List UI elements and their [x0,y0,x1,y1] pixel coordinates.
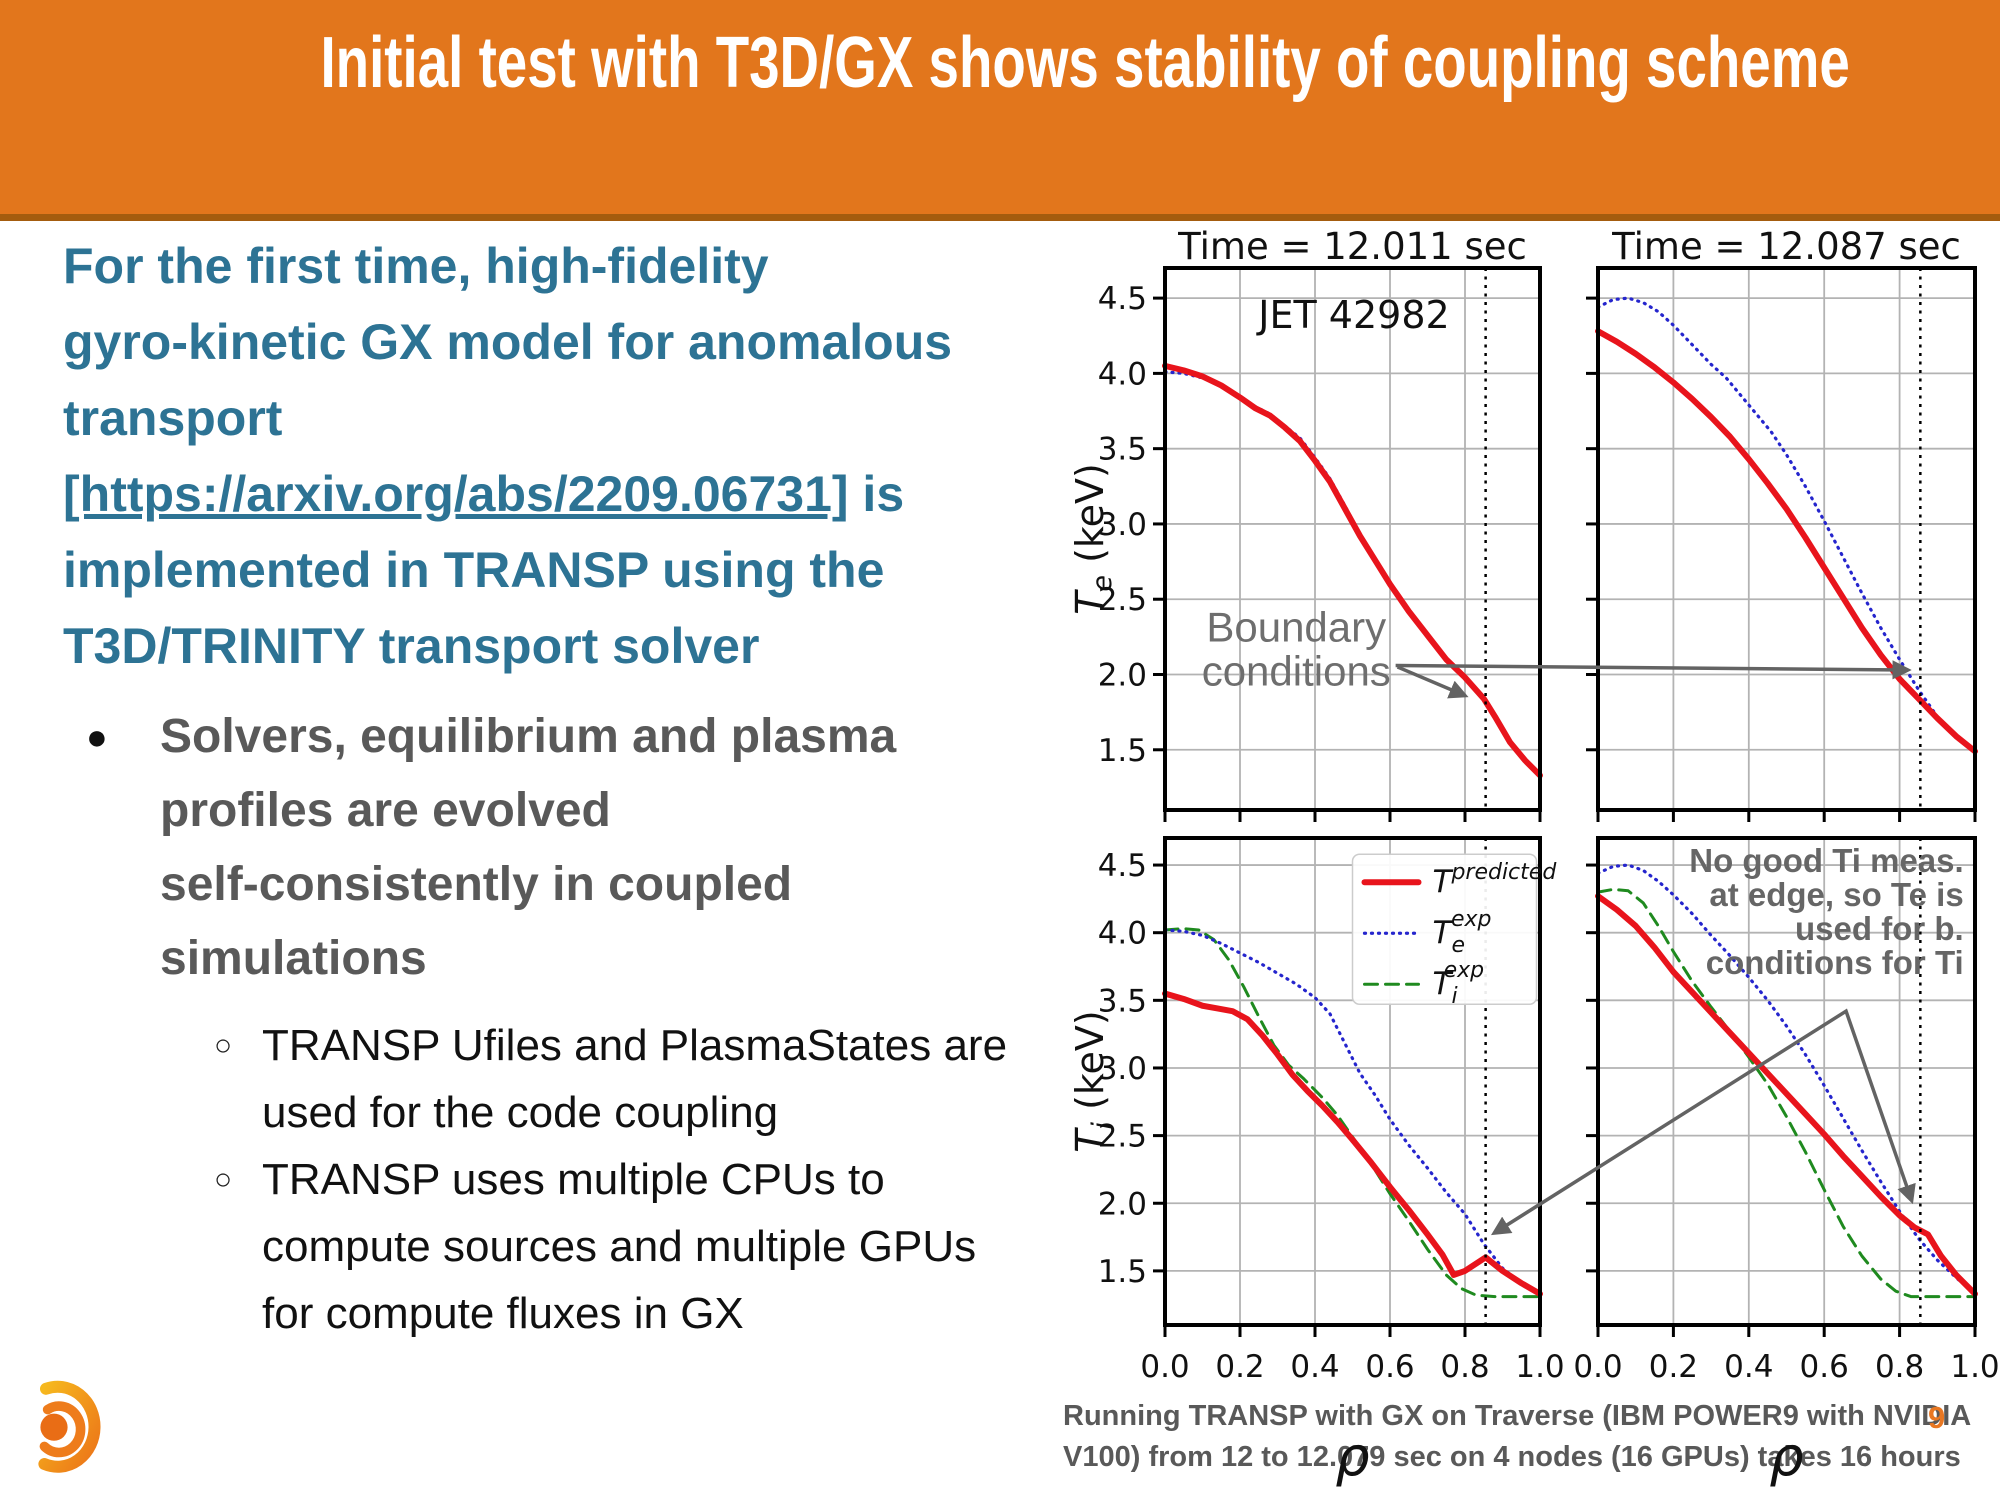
svg-text:0.6: 0.6 [1800,1349,1849,1385]
footer-line: Running TRANSP with GX on Traverse (IBM … [1063,1400,1972,1432]
plot-1: Time = 12.087 sec [1586,225,1978,822]
svg-text:4.5: 4.5 [1098,848,1147,884]
svg-text:0.8: 0.8 [1440,1349,1489,1385]
bc-arrow-short [1396,665,1469,699]
svg-text:0.0: 0.0 [1573,1349,1622,1385]
legend-box [1351,853,1538,1005]
svg-text:4.0: 4.0 [1098,916,1147,952]
series-T_e^exp [1163,928,1542,1297]
plot-annotation: No good Ti meas. [1689,842,1963,879]
plot-annotation: conditions [1202,647,1391,694]
svg-text:3.0: 3.0 [1098,507,1147,543]
svg-text:1.0: 1.0 [1515,1349,1564,1385]
bullet-line: profiles are evolved [160,784,611,837]
sub-bullet-text: TRANSP Ufiles and PlasmaStates are used f… [262,1021,1008,1137]
spiral-logo-icon [38,1380,101,1473]
svg-text:0.6: 0.6 [1365,1349,1414,1385]
svg-text:2.5: 2.5 [1098,1119,1147,1155]
bc-arrow-long [1395,660,1912,680]
intro-line: transport [63,390,283,446]
plot-annotation: conditions for Ti [1706,944,1964,981]
main-bullet: ● Solvers, equilibrium and plasma profile… [86,700,896,996]
series-T^predicted [1162,990,1543,1297]
y-axis-label: Te (keV) [1068,463,1118,615]
bullet-line: Solvers, equilibrium and plasma [160,710,897,763]
svg-text:4.0: 4.0 [1098,356,1147,392]
svg-text:0.2: 0.2 [1215,1349,1264,1385]
svg-text:1.5: 1.5 [1098,1254,1147,1290]
series-T_e^exp [1163,370,1542,776]
series-T_e^exp [1596,863,1977,1296]
series-T^predicted [1595,893,1978,1297]
svg-text:0.0: 0.0 [1140,1349,1189,1385]
intro-line: implemented in TRANSP using the [63,542,885,598]
sub-bullet-text: TRANSP uses multiple CPUs to compute sour… [262,1155,977,1338]
plot-title: Time = 12.087 sec [1611,225,1961,268]
series-T^predicted [1595,328,1978,755]
title-banner: Initial test with T3D/GX shows stability… [0,0,2000,221]
slide-title: Initial test with T3D/GX shows stability… [320,23,1850,103]
svg-text:3.5: 3.5 [1098,432,1147,468]
legend-label: Teexp [1433,907,1492,958]
svg-text:2.5: 2.5 [1098,582,1147,618]
circle-bullet-icon: ○ [214,1163,233,1196]
bullet-dot-icon: ● [86,716,108,757]
page-number: 9 [1928,1400,1946,1435]
arxiv-link[interactable]: [https://arxiv.org/abs/2209.06731] [63,466,849,522]
svg-text:3.0: 3.0 [1098,1051,1147,1087]
intro-line: For the first time, high-fidelity [63,238,769,294]
main-bullet-text: Solvers, equilibrium and plasma profiles … [160,700,896,996]
sub-bullet-list: ○ TRANSP Ufiles and PlasmaStates are used … [214,1012,1007,1347]
svg-text:4.5: 4.5 [1098,281,1147,317]
svg-text:3.5: 3.5 [1098,983,1147,1019]
svg-text:1.5: 1.5 [1098,733,1147,769]
series-T_i^exp [1596,887,1977,1299]
temperature-profile-plots: 1.5 2.0 2.5 3.0 3.5 4.0 4.5 Time = 12.011 sec JE… [1068,225,2000,1488]
svg-text:2.0: 2.0 [1098,1186,1147,1222]
intro-paragraph: For the first time, high-fidelity gyro-ki… [63,228,952,684]
jet-shot-label: JET 42982 [1256,293,1449,337]
plot-0: 1.5 2.0 2.5 3.0 3.5 4.0 4.5 Time = 12.011 sec JE… [1068,225,1543,822]
plot-title: Time = 12.011 sec [1177,225,1527,268]
bullet-line: simulations [160,932,427,985]
series-T_e^exp [1596,296,1977,753]
circle-bullet-icon: ○ [214,1029,233,1062]
svg-text:0.8: 0.8 [1875,1349,1924,1385]
svg-text:0.4: 0.4 [1290,1349,1339,1385]
intro-line: [https://arxiv.org/abs/2209.06731] is [63,466,905,522]
plot-annotation: used for b. [1795,910,1964,947]
footer-note: Running TRANSP with GX on Traverse (IBM … [1063,1396,1971,1478]
intro-line: T3D/TRINITY transport solver [63,618,760,674]
ti-bc-arrow [1490,1008,1916,1236]
series-T^predicted [1162,362,1543,779]
plot-2: 1.5 2.0 2.5 3.0 3.5 4.0 4.5 0.0 0.2 0.4 0.6 0.8 1.0 T… [1068,836,1565,1488]
legend-label: Tpredicted [1433,860,1558,900]
footer-line: V100) from 12 to 12.079 sec on 4 nodes (… [1063,1441,1961,1473]
svg-text:2.0: 2.0 [1098,658,1147,694]
plot-3: 0.0 0.2 0.4 0.6 0.8 1.0 No good Ti meas.at edg… [1573,836,2000,1488]
plot-annotation: at edge, so Te is [1709,876,1963,913]
svg-text:1.0: 1.0 [1950,1349,1999,1385]
intro-line: gyro-kinetic GX model for anomalous [63,314,953,370]
sub-bullet-item: ○ TRANSP Ufiles and PlasmaStates are used … [214,1012,1007,1146]
svg-text:0.4: 0.4 [1724,1349,1773,1385]
y-axis-label: Ti (keV) [1068,1010,1118,1153]
series-T_i^exp [1163,927,1542,1299]
plot-annotation: Boundary [1206,603,1386,650]
svg-text:0.2: 0.2 [1649,1349,1698,1385]
legend-label: Tiexp [1433,958,1485,1009]
bullet-line: self-consistently in coupled [160,858,793,911]
sub-bullet-item: ○ TRANSP uses multiple CPUs to compute sou… [214,1146,1007,1347]
